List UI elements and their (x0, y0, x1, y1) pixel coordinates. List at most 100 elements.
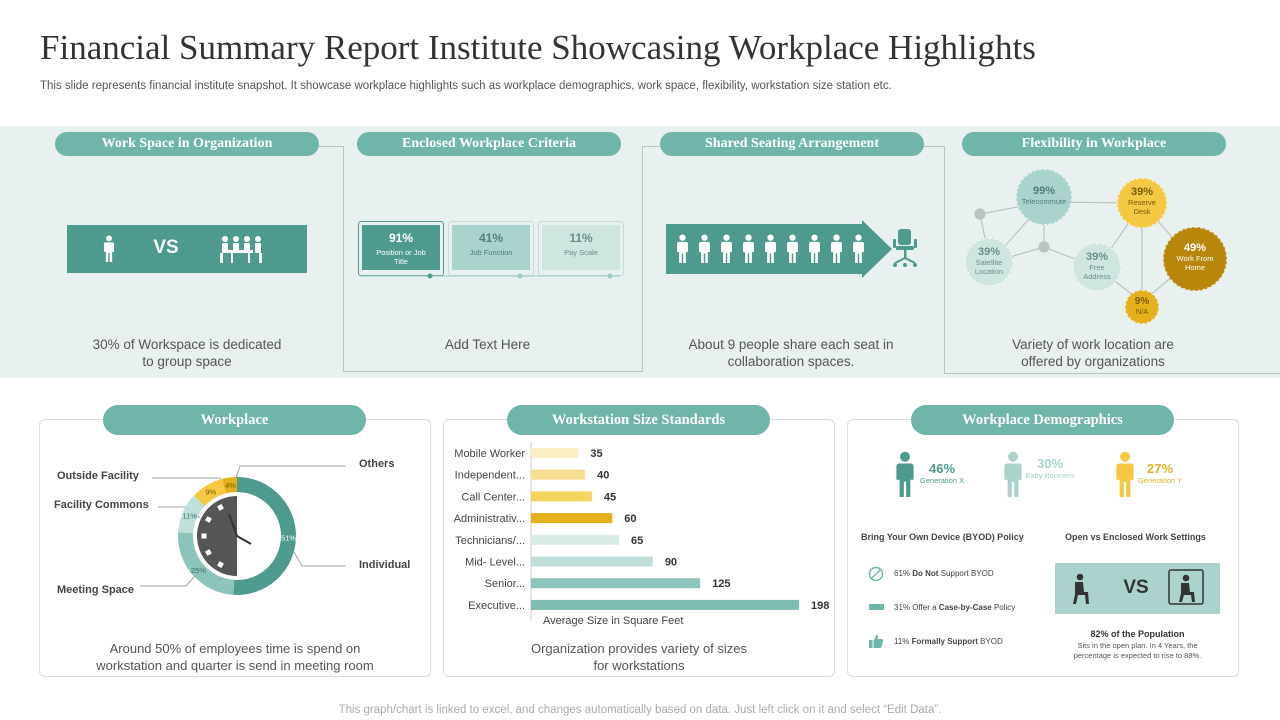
flex-bubble-label-line: Reserve (1128, 198, 1156, 207)
bar-value-label: 90 (665, 557, 677, 569)
criteria-box: 91% Position or Job Title (362, 225, 440, 270)
generation-label: Generation Y (1137, 476, 1183, 485)
open-vs: VS (1123, 577, 1149, 598)
bar (531, 469, 586, 480)
flex-bubble-label-line: Address (1083, 272, 1111, 281)
donut-label-individual: Individual (359, 559, 411, 571)
criteria-pointer-line (360, 273, 620, 279)
flex-bubble-value: 99% (1032, 185, 1056, 197)
workspace-caption-line: to group space (142, 354, 232, 369)
connector (343, 371, 643, 372)
workstation-card (443, 419, 835, 677)
connector (343, 146, 344, 372)
flex-bubble-label-line: Home (1184, 263, 1205, 272)
bar-value-label: 65 (631, 535, 643, 547)
flex-bubble-label-line: Desk (1133, 207, 1151, 216)
shared-people-row (676, 234, 866, 264)
generation-value: 27% (1146, 461, 1174, 476)
bar-category-label: Call Center... (461, 491, 525, 503)
enclosed-seat-icon (1168, 569, 1204, 605)
shared-caption-line: About 9 people share each seat in (688, 337, 894, 352)
open-desc: Sits in the open plan. In 4 Years, the p… (1050, 641, 1225, 661)
person-icon (786, 234, 799, 263)
byod-row: 11% Formally Support BYOD (894, 637, 1003, 646)
criteria-caption: Add Text Here (444, 337, 531, 352)
person-icon (698, 234, 711, 263)
bar (531, 513, 613, 524)
workspace-caption-line: 30% of Workspace is dedicated (92, 337, 282, 352)
bar-category-label: Technicians/... (455, 535, 525, 547)
donut-slice-label: 9% (205, 488, 216, 497)
byod-rest: BYOD (980, 637, 1003, 646)
donut-label-meeting: Meeting Space (57, 584, 135, 596)
flex-bubble-value: 49% (1183, 242, 1207, 254)
bar-value-label: 40 (597, 470, 609, 482)
workplace-caption-line: workstation and quarter is send in meeti… (96, 658, 374, 673)
donut-slice (222, 477, 237, 494)
person-icon (764, 234, 777, 263)
person-icon (852, 234, 865, 263)
workstation-header: Workstation Size Standards (507, 405, 770, 435)
donut-slice-label: 11% (183, 512, 198, 521)
criteria-value: 41% (478, 231, 504, 245)
thumbs-up-icon (869, 634, 884, 648)
donut-slice (233, 477, 296, 595)
bar-value-label: 60 (624, 513, 636, 525)
byod-pct: 61% (894, 569, 911, 578)
connector (944, 146, 945, 374)
flex-bubble-label: Satellite Location (966, 258, 1012, 276)
byod-bold: Do Not (912, 569, 939, 578)
bar-value-label: 45 (604, 491, 616, 503)
flex-bubble-label-line: Free (1089, 263, 1105, 272)
bar (531, 448, 579, 458)
flex-bubble: 39% Free Address (1073, 243, 1121, 291)
clock-tick (217, 561, 224, 568)
criteria-box: 41% Job Function (452, 225, 530, 270)
workspace-vs: VS (153, 237, 179, 258)
connector (642, 146, 660, 147)
criteria-value: 11% (569, 231, 593, 245)
criteria-label-line: Title (394, 257, 408, 266)
bar-category-label: Administrativ... (454, 513, 525, 525)
workplace-donut-chart: 51% 25% 11% 9% 4% (140, 465, 346, 595)
clock-tick (217, 504, 224, 511)
donut-slice (178, 532, 235, 595)
workspace-caption: 30% of Workspace is dedicated to group s… (67, 336, 307, 370)
donut-slice-label: 4% (225, 481, 236, 490)
clock-tick (201, 533, 207, 539)
flex-bubble: 9% N/A (1125, 290, 1159, 324)
bar (531, 491, 592, 502)
byod-rest: Policy (993, 603, 1016, 612)
criteria-card: 91% Position or Job Title (358, 221, 444, 276)
flex-bubble: 49% Work From Home (1163, 227, 1227, 291)
workplace-caption-line: Around 50% of employees time is spend on (109, 641, 361, 656)
workspace-vs-banner: VS (67, 225, 307, 273)
open-desc-line: Sits in the open plan. In 4 Years, the (1077, 641, 1198, 650)
flex-bubble-label: Reserve Desk (1118, 198, 1166, 216)
clock-face-dark (197, 496, 237, 576)
flex-bubble-label-line: Work From (1176, 254, 1214, 263)
bar (531, 534, 619, 545)
donut-slice-label: 51% (281, 534, 296, 543)
footer-note: This graph/chart is linked to excel, and… (338, 704, 942, 716)
flex-bubble-value: 39% (1085, 251, 1109, 263)
bar-value-label: 125 (712, 578, 730, 590)
connector (944, 373, 1280, 374)
person-icon (676, 234, 689, 263)
flex-bubble-label: Free Address (1074, 263, 1120, 281)
bar-category-label: Executive... (468, 600, 525, 612)
shared-caption-line: collaboration spaces. (727, 354, 855, 369)
donut-slice (193, 478, 227, 506)
bar-value-label: 35 (590, 448, 602, 460)
workstation-caption-line: Organization provides variety of sizes (530, 641, 748, 656)
bar-category-label: Mid- Level... (465, 557, 525, 569)
clock-tick (205, 516, 212, 523)
person-icon (742, 234, 755, 263)
demographics-header: Workplace Demographics (911, 405, 1174, 435)
generation-x: 46% Generation X (917, 461, 967, 485)
person-icon (830, 234, 843, 263)
bar (531, 599, 799, 610)
criteria-box: 11% Pay Scale (542, 225, 620, 270)
flex-bubble: 39% Satellite Location (965, 238, 1013, 286)
office-chair-icon (893, 229, 917, 267)
